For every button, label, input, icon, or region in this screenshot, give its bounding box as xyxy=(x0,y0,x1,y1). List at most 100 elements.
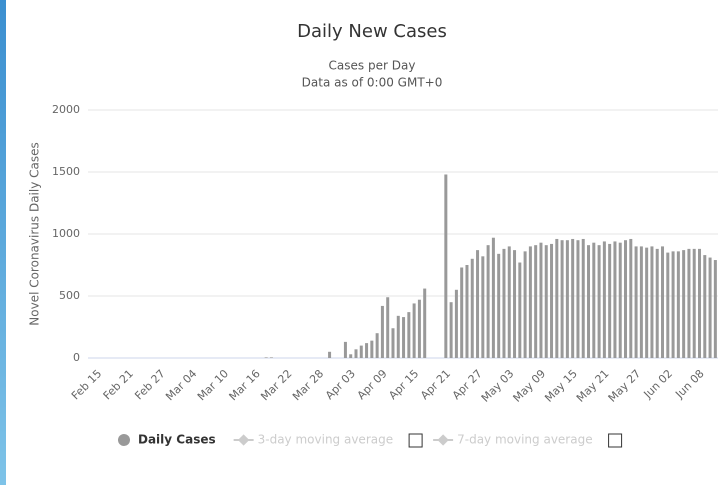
chart-title: Daily New Cases xyxy=(297,21,447,42)
bar xyxy=(550,243,554,358)
bar xyxy=(597,245,601,358)
bar xyxy=(444,174,448,358)
x-tick-label: Mar 22 xyxy=(258,367,294,403)
bar xyxy=(692,248,696,358)
bar xyxy=(523,251,527,358)
bar xyxy=(380,305,384,358)
bar xyxy=(417,299,421,358)
bar xyxy=(470,258,474,358)
bar xyxy=(629,238,633,358)
bar xyxy=(370,340,374,358)
bar xyxy=(481,256,485,358)
bar xyxy=(539,242,543,358)
bar xyxy=(655,248,659,358)
bar xyxy=(375,333,379,358)
bar xyxy=(365,343,369,358)
bar xyxy=(354,349,358,358)
x-tick-label: Mar 28 xyxy=(290,367,326,403)
legend-label[interactable]: 7-day moving average xyxy=(457,433,592,447)
bar xyxy=(264,357,268,358)
x-tick-label: May 15 xyxy=(542,367,580,405)
bar xyxy=(687,248,691,358)
y-tick-label: 500 xyxy=(59,289,80,302)
legend-checkbox[interactable] xyxy=(408,433,423,448)
legend-marker xyxy=(237,434,250,446)
bar xyxy=(613,241,617,358)
x-tick-label: Apr 03 xyxy=(323,367,358,402)
x-tick-label: May 09 xyxy=(511,367,549,405)
bar xyxy=(513,250,517,358)
bar xyxy=(618,242,622,358)
bar xyxy=(645,247,649,358)
bar xyxy=(412,303,416,358)
y-tick-label: 1500 xyxy=(52,165,80,178)
chart-note: Data as of 0:00 GMT+0 xyxy=(302,76,443,90)
x-tick-label: Apr 15 xyxy=(386,367,421,402)
x-tick-label: Mar 16 xyxy=(227,367,263,403)
legend-checkbox[interactable] xyxy=(608,433,623,448)
y-tick-label: 1000 xyxy=(52,227,80,240)
x-tick-label: Feb 15 xyxy=(69,367,104,402)
bar xyxy=(454,289,458,358)
bar xyxy=(328,351,332,358)
bar xyxy=(639,246,643,358)
bar xyxy=(708,257,712,358)
bar xyxy=(608,243,612,358)
bar xyxy=(576,240,580,358)
x-tick-label: May 27 xyxy=(606,367,644,405)
bar xyxy=(698,248,702,358)
bar xyxy=(476,250,480,358)
x-tick-label: Feb 21 xyxy=(101,367,136,402)
bar xyxy=(581,238,585,358)
bar xyxy=(407,312,411,358)
legend-marker xyxy=(118,434,130,446)
legend-marker xyxy=(437,434,449,446)
bar xyxy=(602,241,606,358)
bar xyxy=(666,252,670,358)
bar xyxy=(676,251,680,358)
x-tick-label: Apr 21 xyxy=(418,367,453,402)
bar xyxy=(391,328,395,358)
bar xyxy=(269,357,273,358)
bar xyxy=(592,242,596,358)
y-tick-label: 2000 xyxy=(52,103,80,116)
bar xyxy=(587,245,591,358)
bar xyxy=(703,255,707,358)
bar xyxy=(634,246,638,358)
bar xyxy=(491,237,495,358)
bar xyxy=(497,253,501,358)
x-tick-label: May 03 xyxy=(479,367,517,405)
bar xyxy=(544,245,548,358)
x-tick-label: Jun 08 xyxy=(672,367,706,401)
bar xyxy=(343,341,347,358)
bar xyxy=(534,245,538,358)
chart-subtitle: Cases per Day xyxy=(329,59,416,73)
bar xyxy=(349,354,353,358)
x-tick-label: Mar 10 xyxy=(195,367,231,403)
bar xyxy=(402,317,406,358)
legend-label[interactable]: Daily Cases xyxy=(138,433,216,447)
bar xyxy=(671,251,675,358)
bar xyxy=(518,262,522,358)
y-tick-label: 0 xyxy=(73,351,80,364)
bar xyxy=(386,297,390,358)
bar xyxy=(560,240,564,358)
bar xyxy=(555,238,559,358)
bar xyxy=(502,248,506,358)
bar xyxy=(565,240,569,358)
bar xyxy=(460,267,464,358)
bar xyxy=(571,238,575,358)
y-axis-label: Novel Coronavirus Daily Cases xyxy=(28,142,42,325)
bar xyxy=(507,246,511,358)
x-tick-label: Mar 04 xyxy=(163,367,199,403)
bar xyxy=(465,265,469,358)
legend-label[interactable]: 3-day moving average xyxy=(258,433,393,447)
bar xyxy=(624,240,628,358)
bar xyxy=(423,288,427,358)
bar xyxy=(528,246,532,358)
bar xyxy=(486,245,490,358)
x-tick-label: Feb 27 xyxy=(132,367,167,402)
x-tick-label: Apr 09 xyxy=(355,367,390,402)
bar xyxy=(661,246,665,358)
